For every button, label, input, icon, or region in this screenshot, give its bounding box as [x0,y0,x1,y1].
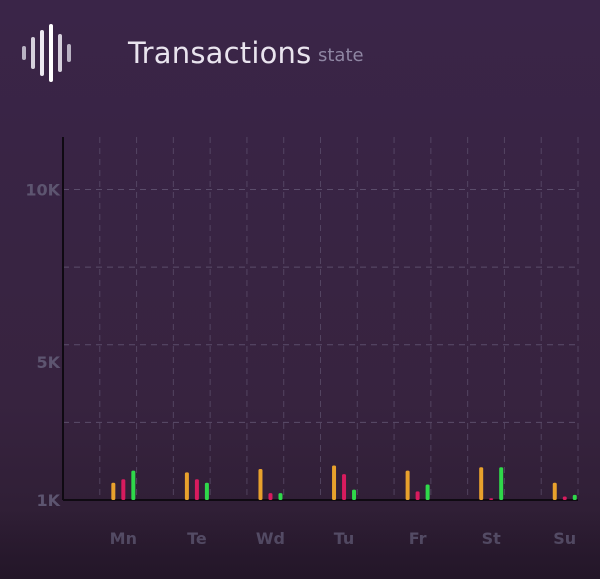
bar [352,489,357,500]
labels: 1K 5K 10K Mn Te Wd Tu Fr St Su [25,181,576,549]
bar [278,493,283,500]
bar [268,493,273,500]
bar [342,474,347,500]
bar [332,465,337,500]
bar [552,482,557,500]
waveform-icon [22,24,71,82]
bars [111,465,577,500]
bar [204,482,209,500]
bar [479,467,484,500]
chart-header: Transactions state [0,0,600,100]
bar [489,498,494,500]
bar [425,484,430,500]
bar [121,479,126,500]
bar [415,491,420,500]
x-tick-label: Tu [334,529,355,548]
bar [258,468,263,500]
axes [62,137,578,501]
bar [194,479,199,500]
x-tick-label: St [482,529,502,548]
bar [572,494,577,500]
x-tick-label: Su [553,529,576,548]
grid-lines [63,137,579,500]
y-tick-label: 10K [25,181,60,200]
bar [562,496,567,500]
chart-subtitle: state [318,45,364,66]
x-tick-label: Mn [110,529,137,548]
chart-title: Transactions [128,36,312,70]
bar [131,470,136,500]
bar [499,467,504,500]
bar [184,472,189,500]
y-tick-label: 1K [36,491,60,510]
x-tick-label: Wd [256,529,285,548]
bar [405,470,410,500]
x-tick-label: Fr [409,529,427,548]
y-tick-label: 5K [36,353,60,372]
x-tick-label: Te [187,529,207,548]
bar [111,482,116,500]
